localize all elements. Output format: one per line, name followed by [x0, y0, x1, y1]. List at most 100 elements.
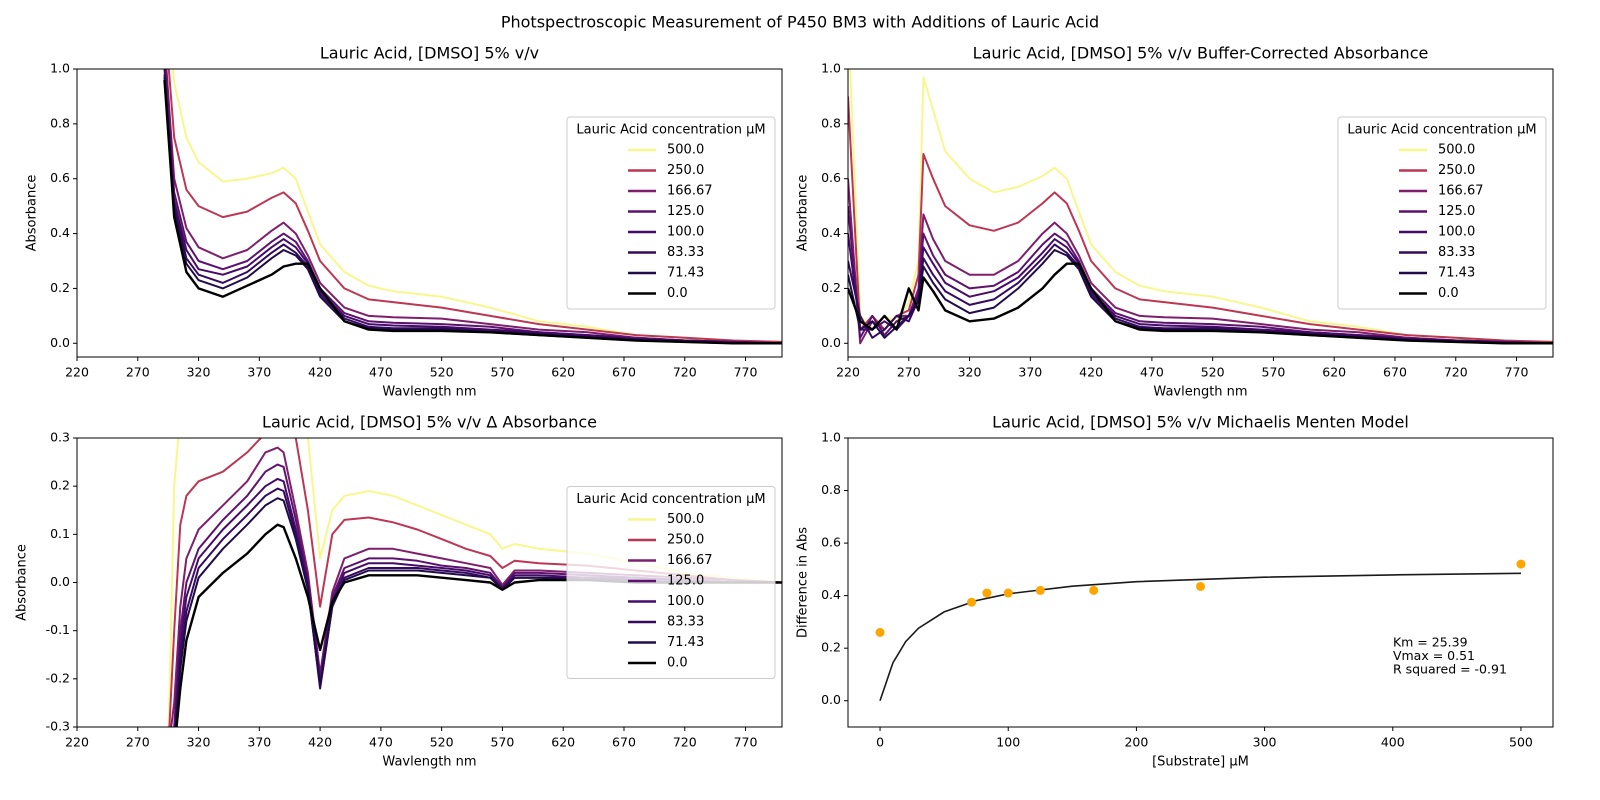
legend-label: 71.43 [1438, 266, 1475, 281]
legend-label: 0.0 [667, 286, 688, 301]
spectrum-line [165, 69, 782, 345]
subplot: Lauric Acid, [DMSO] 5% v/v Buffer-Correc… [796, 44, 1554, 400]
x-tick-label: 270 [126, 365, 150, 380]
axes-frame [847, 68, 1554, 358]
x-tick-label: 520 [430, 365, 454, 380]
y-axis-label: Absorbance [15, 544, 30, 621]
subplot-title: Lauric Acid, [DMSO] 5% v/v Δ Absorbance [262, 413, 597, 432]
x-tick-label: 670 [1383, 365, 1407, 380]
y-tick-label: 1.0 [821, 430, 841, 445]
x-tick-label: 720 [1444, 365, 1468, 380]
legend-label: 250.0 [1438, 163, 1475, 178]
y-tick-label: -0.2 [46, 670, 70, 685]
data-point [967, 597, 977, 607]
spectrum-line [170, 446, 782, 727]
x-tick-label: 220 [836, 365, 860, 380]
spectrum-line [163, 79, 782, 345]
spectrum-line [168, 438, 782, 727]
x-tick-label: 100 [996, 735, 1020, 750]
axes-frame [847, 437, 1554, 728]
y-tick-label: 0.4 [821, 587, 841, 602]
fit-curve [879, 572, 1522, 701]
subplot-title: Lauric Acid, [DMSO] 5% v/v Michaelis Men… [992, 413, 1409, 432]
x-tick-label: 520 [1201, 365, 1225, 380]
subplot: Lauric Acid, [DMSO] 5% v/v Wavlength nm Ab… [25, 44, 783, 400]
data-point [1035, 585, 1045, 595]
y-tick-label: -0.1 [46, 622, 70, 637]
legend-label: 71.43 [667, 635, 704, 650]
x-tick-label: 420 [1079, 365, 1103, 380]
spectrum-line [849, 69, 1553, 343]
axes-frame [76, 68, 783, 358]
subplot: Lauric Acid, [DMSO] 5% v/v Δ Absorbance W… [15, 413, 783, 770]
legend-label: 125.0 [1438, 204, 1475, 219]
legend-label: 500.0 [1438, 143, 1475, 158]
figure-title: Photspectroscopic Measurement of P450 BM… [501, 13, 1099, 32]
subplot-title: Lauric Acid, [DMSO] 5% v/v Buffer-Correc… [973, 44, 1429, 63]
spectrum-line [175, 523, 782, 727]
legend-label: 500.0 [667, 143, 704, 158]
legend-box [566, 116, 776, 310]
y-tick-label: 0.4 [50, 225, 70, 240]
x-tick-label: 320 [187, 365, 211, 380]
y-tick-label: 0.2 [50, 280, 70, 295]
legend: Lauric Acid concentration µM 500.0 250.0 16… [1337, 116, 1547, 310]
x-tick-label: 770 [734, 365, 758, 380]
legend-label: 71.43 [667, 266, 704, 281]
y-tick-label: 0.0 [821, 335, 841, 350]
x-tick-label: 370 [247, 735, 271, 750]
y-tick-label: 0.8 [821, 482, 841, 497]
y-tick-label: 0.6 [50, 170, 70, 185]
x-axis-label: Wavlength nm [382, 755, 476, 770]
y-tick-label: 1.0 [50, 61, 70, 76]
spectrum-line [848, 262, 1553, 345]
spectrum-line [848, 96, 1553, 343]
x-tick-label: 770 [734, 735, 758, 750]
x-tick-label: 620 [551, 365, 575, 380]
spectrum-line [167, 438, 782, 727]
x-tick-label: 300 [1253, 735, 1277, 750]
y-tick-label: 0.6 [821, 170, 841, 185]
legend-label: 250.0 [667, 533, 704, 548]
fit-annotation: Km = 25.39 [1393, 635, 1468, 650]
x-tick-label: 220 [65, 735, 89, 750]
spectrum-line [174, 497, 782, 727]
plot-area [875, 559, 1526, 701]
x-tick-label: 520 [430, 735, 454, 750]
y-axis-label: Absorbance [25, 175, 40, 252]
y-tick-label: 0.1 [50, 526, 70, 541]
plot-area [163, 69, 782, 345]
fit-annotation: Vmax = 0.51 [1393, 648, 1475, 663]
y-tick-label: 0.0 [821, 692, 841, 707]
x-tick-label: 620 [1322, 365, 1346, 380]
legend-label: 100.0 [667, 594, 704, 609]
y-tick-label: 0.8 [50, 115, 70, 130]
x-tick-label: 470 [1140, 365, 1164, 380]
data-point [1516, 559, 1526, 569]
x-tick-label: 770 [1505, 365, 1529, 380]
x-tick-label: 570 [1262, 365, 1286, 380]
y-tick-label: -0.3 [46, 719, 70, 734]
legend-title: Lauric Acid concentration µM [1347, 123, 1536, 138]
legend-label: 166.67 [667, 553, 713, 568]
y-tick-label: 0.2 [821, 280, 841, 295]
x-tick-label: 720 [673, 735, 697, 750]
legend-label: 166.67 [667, 184, 713, 199]
x-tick-label: 220 [65, 365, 89, 380]
y-tick-label: 0.8 [821, 115, 841, 130]
y-axis-label: Absorbance [796, 175, 811, 252]
x-tick-label: 570 [491, 365, 515, 380]
x-tick-label: 270 [126, 735, 150, 750]
axes-frame [76, 437, 783, 728]
x-tick-label: 470 [369, 365, 393, 380]
y-axis-label: Difference in Abs [796, 527, 811, 638]
legend-label: 250.0 [667, 163, 704, 178]
legend-label: 0.0 [1438, 286, 1459, 301]
spectrum-line [167, 69, 782, 343]
x-tick-label: 370 [1018, 365, 1042, 380]
x-tick-label: 420 [308, 735, 332, 750]
y-tick-label: 0.0 [50, 335, 70, 350]
legend-label: 500.0 [667, 512, 704, 527]
x-tick-label: 670 [612, 735, 636, 750]
